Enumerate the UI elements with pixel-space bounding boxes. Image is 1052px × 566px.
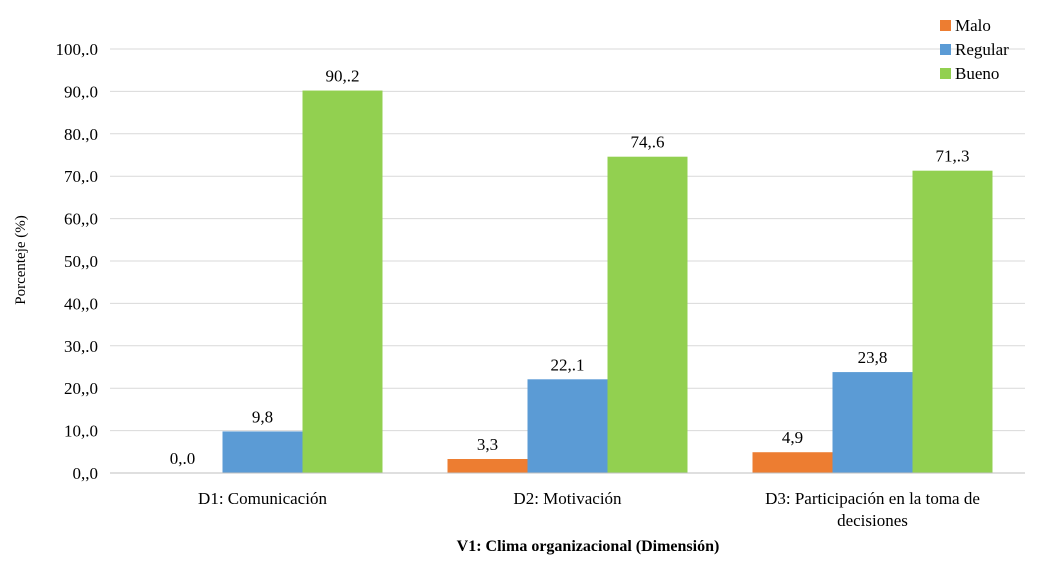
legend-swatch-malo bbox=[940, 20, 951, 31]
legend-label: Bueno bbox=[955, 64, 999, 83]
y-tick-label: 30,.0 bbox=[64, 337, 98, 356]
y-axis-label: Porcenteje (%) bbox=[13, 215, 29, 305]
data-label: 4,9 bbox=[782, 428, 803, 447]
gridlines bbox=[110, 48, 1025, 432]
bar-bueno bbox=[302, 90, 383, 473]
bar-malo bbox=[752, 452, 833, 473]
bar-regular bbox=[832, 372, 913, 473]
y-tick-label: 70,.0 bbox=[64, 167, 98, 186]
bars bbox=[222, 90, 993, 474]
y-tick-label: 80.,0 bbox=[64, 125, 98, 144]
data-labels: 0,.0 3,3 4,9 9,8 22,.1 23,8 90,.2 74,.6 71,.3 bbox=[170, 67, 970, 468]
y-tick-label: 100,.0 bbox=[56, 40, 99, 59]
legend-swatch-regular bbox=[940, 44, 951, 55]
data-label: 74,.6 bbox=[631, 133, 665, 152]
y-tick-label: 60,,0 bbox=[64, 210, 98, 229]
y-tick-label: 90,.0 bbox=[64, 82, 98, 101]
category-label: decisiones bbox=[837, 511, 908, 530]
data-label: 3,3 bbox=[477, 435, 498, 454]
y-axis-tick-labels: 0,,0 10,.0 20,,0 30,.0 40,,0 50,,0 60,,0 70,.0 8… bbox=[56, 40, 99, 483]
y-tick-label: 40,,0 bbox=[64, 294, 98, 313]
data-label: 71,.3 bbox=[936, 147, 970, 166]
bar-bueno bbox=[607, 156, 688, 474]
bar-bueno bbox=[912, 170, 993, 474]
y-tick-label: 50,,0 bbox=[64, 252, 98, 271]
legend: Malo Regular Bueno bbox=[940, 16, 1009, 83]
y-tick-label: 0,,0 bbox=[73, 464, 99, 483]
data-label: 9,8 bbox=[252, 407, 273, 426]
y-tick-label: 10,.0 bbox=[64, 422, 98, 441]
data-label: 0,.0 bbox=[170, 449, 196, 468]
legend-swatch-bueno bbox=[940, 68, 951, 79]
category-label: D1: Comunicación bbox=[198, 489, 327, 508]
bar-malo bbox=[447, 459, 528, 473]
category-labels: D1: Comunicación D2: Motivación D3: Partic… bbox=[198, 489, 980, 530]
legend-label: Malo bbox=[955, 16, 991, 35]
category-label: D2: Motivación bbox=[513, 489, 622, 508]
x-axis-label: V1: Clima organizacional (Dimensión) bbox=[457, 538, 720, 555]
legend-label: Regular bbox=[955, 40, 1009, 59]
data-label: 23,8 bbox=[858, 348, 888, 367]
y-tick-label: 20,,0 bbox=[64, 379, 98, 398]
data-label: 90,.2 bbox=[326, 67, 360, 86]
data-label: 22,.1 bbox=[551, 355, 585, 374]
bar-regular bbox=[527, 379, 608, 473]
category-label: D3: Participación en la toma de bbox=[765, 489, 980, 508]
bar-regular bbox=[222, 431, 303, 473]
